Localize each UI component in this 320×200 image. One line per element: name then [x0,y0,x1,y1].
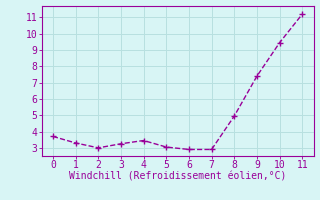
X-axis label: Windchill (Refroidissement éolien,°C): Windchill (Refroidissement éolien,°C) [69,172,286,182]
